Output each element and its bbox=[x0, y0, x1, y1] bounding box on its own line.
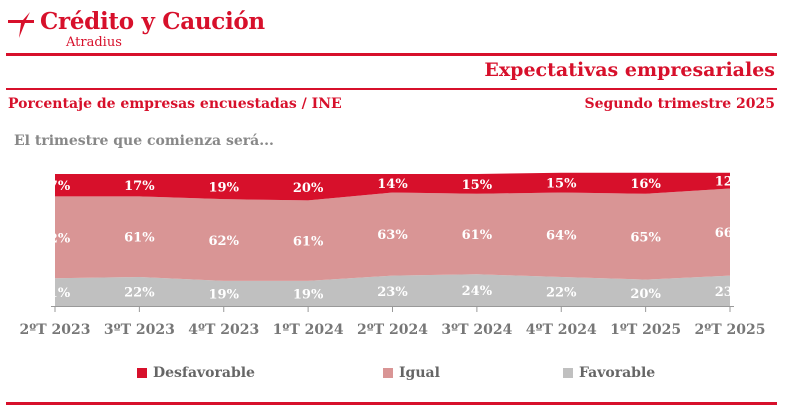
legend-label: Favorable bbox=[579, 365, 656, 381]
title-divider bbox=[6, 88, 777, 90]
data-label-desfavorable: 15% bbox=[462, 178, 493, 193]
x-tick-label: 3ºT 2024 bbox=[441, 322, 512, 338]
brand-name: Crédito y Caución bbox=[40, 8, 265, 35]
data-label-igual: 63% bbox=[377, 228, 408, 243]
legend-item-igual: Igual bbox=[383, 365, 440, 381]
data-label-desfavorable: 19% bbox=[209, 181, 240, 196]
data-label-desfavorable: 15% bbox=[546, 177, 577, 192]
legend-swatch bbox=[563, 368, 573, 378]
logo: Crédito y Caución Atradius bbox=[6, 8, 265, 50]
data-label-favorable: 23% bbox=[377, 285, 408, 300]
legend-item-favorable: Favorable bbox=[563, 365, 655, 381]
logo-bird-icon bbox=[8, 12, 34, 38]
data-label-desfavorable: 16% bbox=[630, 177, 661, 192]
report-period: Segundo trimestre 2025 bbox=[584, 96, 775, 112]
brand-subname: Atradius bbox=[66, 35, 122, 50]
data-label-igual: 62% bbox=[209, 234, 240, 249]
x-tick-label: 4ºT 2024 bbox=[526, 322, 597, 338]
data-label-favorable: 23% bbox=[715, 285, 746, 300]
data-label-favorable: 19% bbox=[293, 287, 324, 302]
x-tick-label: 2ºT 2023 bbox=[20, 322, 91, 338]
data-label-desfavorable: 12% bbox=[715, 175, 746, 190]
data-label-favorable: 22% bbox=[546, 285, 577, 300]
data-label-igual: 66% bbox=[715, 226, 746, 241]
data-label-favorable: 20% bbox=[630, 287, 661, 302]
data-label-igual: 61% bbox=[124, 231, 155, 246]
top-divider bbox=[6, 53, 777, 56]
stacked-area-chart: 2ºT 2023 3ºT 2023 4ºT 2023 1ºT 2024 2ºT 2024… bbox=[20, 172, 766, 338]
data-label-igual: 61% bbox=[293, 235, 324, 250]
data-label-desfavorable: 14% bbox=[377, 177, 408, 192]
legend-item-desfavorable: Desfavorable bbox=[137, 365, 255, 381]
area-desfavorable bbox=[55, 172, 730, 201]
data-label-favorable: 24% bbox=[462, 284, 493, 299]
bottom-divider bbox=[6, 402, 777, 405]
area-igual bbox=[55, 188, 730, 281]
data-label-favorable: 19% bbox=[209, 287, 240, 302]
data-label-desfavorable: 17% bbox=[124, 179, 155, 194]
data-label-favorable: 22% bbox=[124, 285, 155, 300]
x-tick-label: 2ºT 2025 bbox=[695, 322, 766, 338]
data-label-desfavorable: 17% bbox=[40, 179, 71, 194]
data-label-igual: 61% bbox=[462, 228, 493, 243]
report-title: Expectativas empresariales bbox=[484, 59, 775, 81]
data-label-igual: 62% bbox=[40, 231, 71, 246]
data-label-igual: 65% bbox=[630, 231, 661, 246]
area-favorable bbox=[55, 274, 730, 306]
data-label-favorable: 21% bbox=[40, 286, 71, 301]
x-tick-label: 4ºT 2023 bbox=[188, 322, 259, 338]
data-label-desfavorable: 20% bbox=[293, 181, 324, 196]
x-tick-label: 1ºT 2024 bbox=[273, 322, 344, 338]
x-tick-label: 1ºT 2025 bbox=[610, 322, 681, 338]
legend-label: Igual bbox=[399, 365, 440, 381]
legend-label: Desfavorable bbox=[153, 365, 255, 381]
legend-swatch bbox=[137, 368, 147, 378]
chart-question: El trimestre que comienza será... bbox=[14, 133, 274, 149]
x-tick-label: 2ºT 2024 bbox=[357, 322, 428, 338]
legend-swatch bbox=[383, 368, 393, 378]
chart-subtitle: Porcentaje de empresas encuestadas / INE bbox=[8, 96, 342, 112]
data-label-igual: 64% bbox=[546, 229, 577, 244]
chart-legend: Desfavorable Igual Favorable bbox=[0, 365, 789, 385]
x-tick-label: 3ºT 2023 bbox=[104, 322, 175, 338]
